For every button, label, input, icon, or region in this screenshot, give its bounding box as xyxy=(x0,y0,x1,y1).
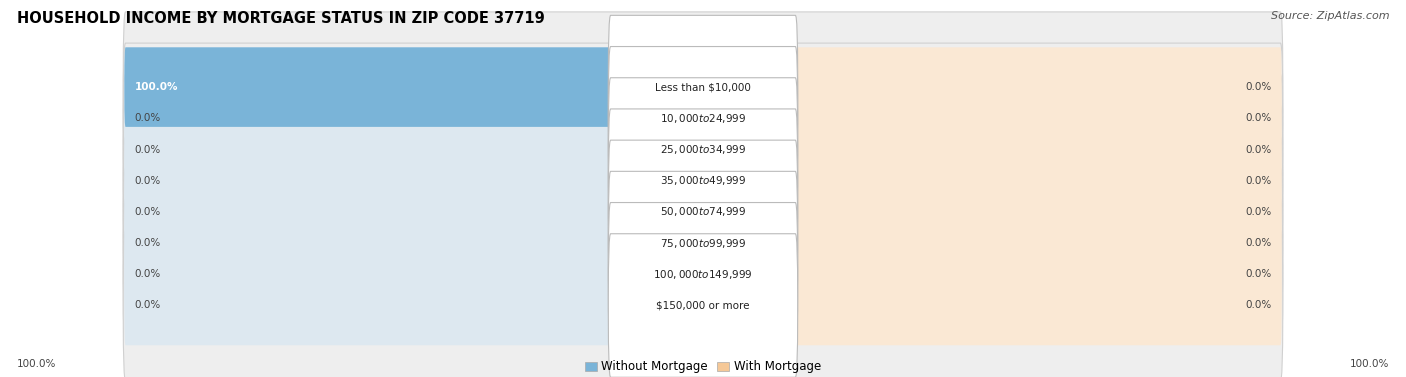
FancyBboxPatch shape xyxy=(124,48,612,127)
Text: 100.0%: 100.0% xyxy=(1350,359,1389,369)
FancyBboxPatch shape xyxy=(794,110,1282,189)
FancyBboxPatch shape xyxy=(124,43,1282,193)
Text: 0.0%: 0.0% xyxy=(135,207,162,217)
FancyBboxPatch shape xyxy=(124,48,612,127)
FancyBboxPatch shape xyxy=(124,106,1282,256)
Text: Less than $10,000: Less than $10,000 xyxy=(655,82,751,92)
Text: 0.0%: 0.0% xyxy=(135,144,162,155)
Text: $50,000 to $74,999: $50,000 to $74,999 xyxy=(659,205,747,218)
FancyBboxPatch shape xyxy=(124,74,1282,225)
FancyBboxPatch shape xyxy=(124,110,612,189)
Text: $150,000 or more: $150,000 or more xyxy=(657,300,749,311)
Text: 0.0%: 0.0% xyxy=(1244,269,1271,279)
FancyBboxPatch shape xyxy=(794,141,1282,221)
FancyBboxPatch shape xyxy=(609,78,797,221)
Text: 0.0%: 0.0% xyxy=(1244,300,1271,311)
FancyBboxPatch shape xyxy=(124,168,1282,318)
FancyBboxPatch shape xyxy=(124,266,612,345)
FancyBboxPatch shape xyxy=(794,48,1282,127)
Text: $100,000 to $149,999: $100,000 to $149,999 xyxy=(654,268,752,281)
FancyBboxPatch shape xyxy=(609,234,797,377)
Text: 0.0%: 0.0% xyxy=(135,113,162,123)
FancyBboxPatch shape xyxy=(794,203,1282,283)
FancyBboxPatch shape xyxy=(609,140,797,284)
Text: 0.0%: 0.0% xyxy=(1244,82,1271,92)
FancyBboxPatch shape xyxy=(124,199,1282,349)
Text: 100.0%: 100.0% xyxy=(17,359,56,369)
FancyBboxPatch shape xyxy=(794,266,1282,345)
FancyBboxPatch shape xyxy=(124,234,612,314)
Text: 0.0%: 0.0% xyxy=(1244,144,1271,155)
FancyBboxPatch shape xyxy=(794,172,1282,252)
FancyBboxPatch shape xyxy=(124,12,1282,162)
Text: 0.0%: 0.0% xyxy=(1244,176,1271,186)
Text: 0.0%: 0.0% xyxy=(135,238,162,248)
Text: 100.0%: 100.0% xyxy=(80,82,120,92)
FancyBboxPatch shape xyxy=(609,171,797,315)
Text: 0.0%: 0.0% xyxy=(1244,113,1271,123)
FancyBboxPatch shape xyxy=(609,202,797,346)
FancyBboxPatch shape xyxy=(124,172,612,252)
Text: $75,000 to $99,999: $75,000 to $99,999 xyxy=(659,237,747,250)
Text: Source: ZipAtlas.com: Source: ZipAtlas.com xyxy=(1271,11,1389,21)
Text: $25,000 to $34,999: $25,000 to $34,999 xyxy=(659,143,747,156)
FancyBboxPatch shape xyxy=(794,234,1282,314)
FancyBboxPatch shape xyxy=(609,109,797,253)
Text: 0.0%: 0.0% xyxy=(1244,238,1271,248)
Text: 0.0%: 0.0% xyxy=(135,269,162,279)
Text: $35,000 to $49,999: $35,000 to $49,999 xyxy=(659,174,747,187)
FancyBboxPatch shape xyxy=(124,141,612,221)
FancyBboxPatch shape xyxy=(794,78,1282,158)
FancyBboxPatch shape xyxy=(609,46,797,190)
FancyBboxPatch shape xyxy=(124,78,612,158)
Text: 0.0%: 0.0% xyxy=(1244,207,1271,217)
FancyBboxPatch shape xyxy=(124,203,612,283)
Text: HOUSEHOLD INCOME BY MORTGAGE STATUS IN ZIP CODE 37719: HOUSEHOLD INCOME BY MORTGAGE STATUS IN Z… xyxy=(17,11,544,26)
FancyBboxPatch shape xyxy=(124,230,1282,377)
FancyBboxPatch shape xyxy=(609,15,797,159)
FancyBboxPatch shape xyxy=(124,137,1282,287)
Text: $10,000 to $24,999: $10,000 to $24,999 xyxy=(659,112,747,125)
Text: 0.0%: 0.0% xyxy=(135,176,162,186)
Legend: Without Mortgage, With Mortgage: Without Mortgage, With Mortgage xyxy=(581,356,825,377)
Text: 0.0%: 0.0% xyxy=(135,300,162,311)
Text: 100.0%: 100.0% xyxy=(135,82,179,92)
